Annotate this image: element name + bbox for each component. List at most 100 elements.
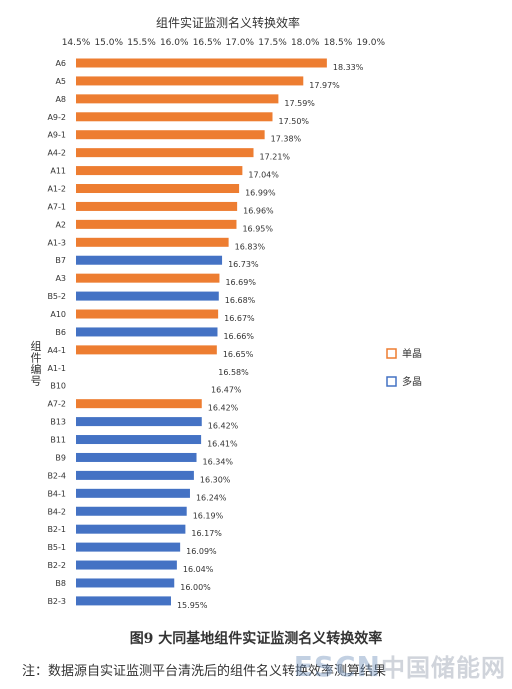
bar xyxy=(76,130,265,140)
category-labels: A6 A5 A8 A9-2 A9-1 A4-2 A11 A1-2 A7-1 A2 A1-3 B7 A3 B… xyxy=(47,59,66,606)
bar xyxy=(76,560,177,570)
bar xyxy=(76,452,197,462)
category-label: B2-1 xyxy=(47,525,66,534)
value-label: 16.19% xyxy=(193,511,224,520)
value-label: 16.00% xyxy=(180,583,211,592)
category-label: A7-1 xyxy=(47,202,66,211)
value-label: 16.47% xyxy=(211,386,242,395)
bar xyxy=(76,327,218,337)
category-label: B7 xyxy=(55,256,66,265)
category-label: A3 xyxy=(55,274,66,283)
value-label: 16.42% xyxy=(208,404,239,413)
figure-note: 注：数据源自实证监测平台清洗后的组件名义转换效率测算结果 xyxy=(22,664,387,679)
value-label: 16.99% xyxy=(245,189,276,198)
bar xyxy=(76,291,219,301)
x-tick-label: 17.5% xyxy=(258,38,287,48)
value-label: 16.68% xyxy=(225,296,256,305)
category-label: B9 xyxy=(55,453,66,462)
value-label: 16.09% xyxy=(186,547,217,556)
value-label: 17.38% xyxy=(271,135,302,144)
category-label: A6 xyxy=(55,59,66,68)
category-label: A11 xyxy=(50,167,66,176)
value-label: 16.65% xyxy=(223,350,254,359)
bar xyxy=(76,488,190,498)
bar xyxy=(76,219,237,229)
category-label: B5-2 xyxy=(47,292,66,301)
value-label: 16.42% xyxy=(208,422,239,431)
legend-swatch xyxy=(386,348,397,359)
category-label: A8 xyxy=(55,95,66,104)
y-axis-label: 组件编号 xyxy=(31,339,42,388)
value-label: 16.04% xyxy=(183,565,214,574)
watermark: ESCN中国储能网 xyxy=(294,648,506,683)
category-label: B2-2 xyxy=(47,561,66,570)
x-tick-label: 19.0% xyxy=(356,38,385,48)
bar xyxy=(76,309,219,319)
bar xyxy=(76,435,202,445)
category-label: B4-2 xyxy=(47,507,66,516)
bar xyxy=(76,524,186,534)
bar xyxy=(76,470,194,480)
x-tick-label: 15.5% xyxy=(127,38,156,48)
value-label: 16.66% xyxy=(223,332,254,341)
bar xyxy=(76,166,243,176)
value-label: 15.95% xyxy=(177,601,208,610)
figure-caption: 图9 大同基地组件实证监测名义转换效率 xyxy=(129,631,383,647)
value-label: 16.58% xyxy=(218,368,249,377)
x-tick-label: 17.0% xyxy=(225,38,254,48)
bar xyxy=(76,237,229,247)
bar xyxy=(76,201,238,211)
value-label: 17.50% xyxy=(279,117,310,126)
category-label: A4-1 xyxy=(47,346,66,355)
value-label: 16.17% xyxy=(191,529,222,538)
bar xyxy=(76,255,223,265)
x-axis-tick-labels: 14.5% 15.0% 15.5% 16.0% 16.5% 17.0% 17.5% 18.0%… xyxy=(62,38,386,48)
watermark-cn: 中国储能网 xyxy=(381,654,506,682)
category-label: B13 xyxy=(50,418,66,427)
value-label: 16.69% xyxy=(225,278,256,287)
bar xyxy=(76,148,254,158)
value-label: 16.83% xyxy=(235,242,266,251)
x-tick-label: 14.5% xyxy=(62,38,91,48)
category-label: B5-1 xyxy=(47,543,66,552)
bar xyxy=(76,399,202,409)
x-tick-label: 18.5% xyxy=(324,38,353,48)
bar xyxy=(76,417,202,427)
efficiency-bar-chart: 组件实证监测名义转换效率 14.5% 15.0% 15.5% 16.0% 16.5% 17… xyxy=(31,15,423,610)
value-label: 16.30% xyxy=(200,475,231,484)
category-label: A10 xyxy=(50,310,66,319)
bar xyxy=(76,345,217,355)
x-tick-label: 16.0% xyxy=(160,38,189,48)
x-tick-label: 15.0% xyxy=(94,38,123,48)
value-label: 16.73% xyxy=(228,260,259,269)
category-label: A1-2 xyxy=(47,185,66,194)
bar xyxy=(76,506,187,516)
bar xyxy=(76,94,279,104)
category-label: A7-2 xyxy=(47,400,66,409)
chart-title: 组件实证监测名义转换效率 xyxy=(156,15,300,30)
category-label: B2-4 xyxy=(47,471,66,480)
value-label: 16.34% xyxy=(203,457,234,466)
category-label: B4-1 xyxy=(47,489,66,498)
category-label: A9-1 xyxy=(47,131,66,140)
bars-group xyxy=(76,58,327,606)
watermark-latin: ESCN xyxy=(293,650,381,683)
legend-label: 单晶 xyxy=(402,348,422,360)
category-label: A4-2 xyxy=(47,149,66,158)
category-label: B10 xyxy=(50,382,66,391)
bar xyxy=(76,273,220,283)
bar xyxy=(76,58,327,68)
bar xyxy=(76,596,171,606)
value-label: 16.67% xyxy=(224,314,255,323)
category-label: A2 xyxy=(55,220,66,229)
bar xyxy=(76,112,273,122)
bar xyxy=(76,578,175,588)
value-label: 16.41% xyxy=(207,440,238,449)
value-label: 16.24% xyxy=(196,493,227,502)
value-labels: 18.33% 17.97% 17.59% 17.50% 17.38% 17.21% 17.0… xyxy=(177,63,364,610)
bar xyxy=(76,76,304,86)
x-tick-label: 18.0% xyxy=(291,38,320,48)
x-tick-label: 16.5% xyxy=(193,38,222,48)
value-label: 17.04% xyxy=(248,171,279,180)
